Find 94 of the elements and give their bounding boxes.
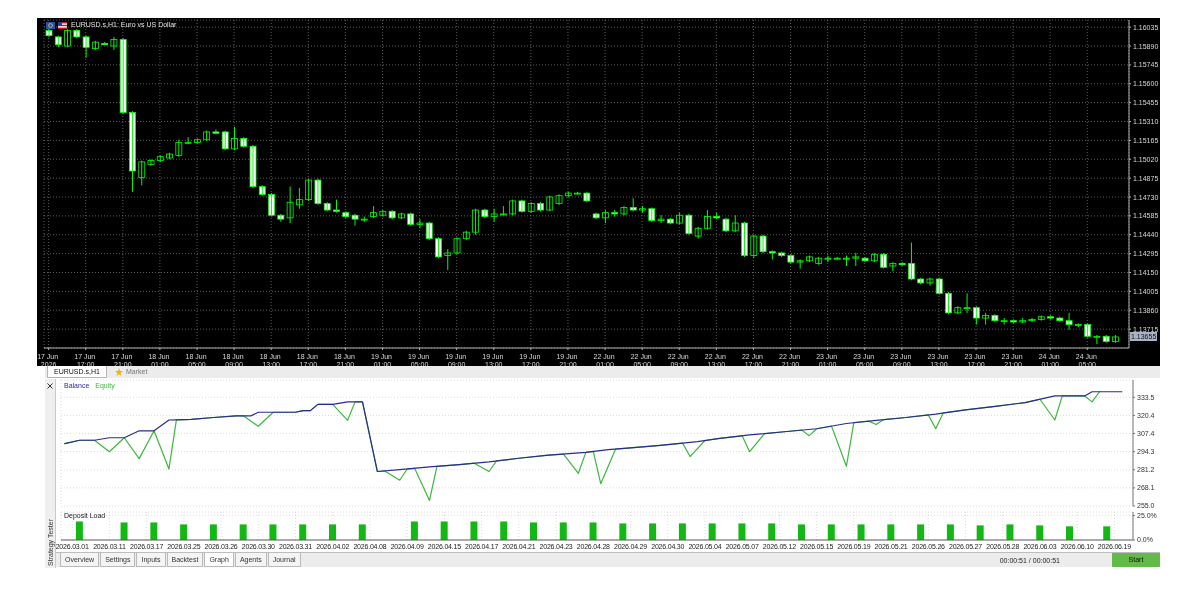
candlestick: [1065, 312, 1073, 331]
candlestick: [796, 258, 804, 270]
candlestick: [1000, 317, 1008, 326]
candlestick: [45, 28, 53, 38]
candlestick: [175, 139, 183, 158]
candlestick: [305, 178, 313, 202]
candlestick: [1112, 334, 1119, 344]
candlestick: [583, 191, 591, 203]
candlestick: [657, 214, 665, 224]
candlestick: [676, 212, 683, 225]
candlestick: [852, 252, 860, 267]
candlestick: [379, 209, 387, 218]
candlestick: [991, 313, 999, 323]
candlestick: [759, 234, 767, 254]
candlestick: [945, 291, 952, 315]
candlestick: [908, 242, 915, 281]
candlestick: [843, 255, 850, 267]
candlestick: [629, 197, 637, 212]
candlestick: [1010, 318, 1017, 324]
candlestick: [258, 184, 266, 197]
candlestick: [500, 205, 507, 216]
candlestick: [212, 128, 220, 136]
candlestick: [268, 192, 275, 218]
candlestick: [54, 35, 62, 48]
candlestick: [509, 199, 517, 216]
candlestick: [91, 40, 99, 51]
candlestick: [333, 199, 340, 214]
candlestick: [110, 36, 118, 51]
candlestick: [778, 251, 786, 258]
candlestick: [138, 160, 146, 186]
candlestick: [360, 216, 368, 223]
candlestick: [1047, 314, 1054, 320]
candlestick: [184, 136, 192, 145]
candlestick: [314, 178, 322, 206]
candlestick: [1102, 334, 1110, 344]
line-series: [64, 391, 1123, 473]
candlestick: [648, 206, 656, 223]
candlestick: [1084, 322, 1092, 339]
candlestick: [203, 130, 211, 142]
candlestick: [602, 209, 609, 224]
candlestick: [156, 154, 164, 163]
candlestick: [323, 201, 331, 212]
candlestick: [954, 305, 962, 315]
candlestick: [741, 221, 748, 258]
candlestick: [768, 249, 776, 260]
candlestick: [935, 277, 943, 296]
candlestick: [824, 255, 832, 263]
candlestick: [620, 205, 628, 216]
candlestick: [351, 213, 359, 227]
candlestick: [963, 292, 971, 314]
candlestick: [221, 130, 229, 151]
candlestick: [1074, 322, 1082, 328]
candlestick: [193, 137, 201, 145]
candlestick: [546, 195, 554, 212]
candlestick: [1093, 334, 1101, 345]
candlestick: [731, 214, 739, 233]
candlestick: [435, 236, 442, 259]
candlestick: [722, 217, 730, 233]
candlestick: [82, 35, 90, 59]
candlestick: [750, 234, 758, 259]
candlestick: [1019, 317, 1027, 324]
candlestick: [425, 221, 433, 241]
candlestick: [231, 126, 238, 151]
candlestick: [880, 252, 888, 270]
candlestick: [147, 158, 155, 167]
candlestick: [704, 209, 711, 231]
candlestick: [295, 187, 303, 210]
candlestick: [611, 209, 619, 218]
candlestick: [453, 236, 461, 255]
candlestick: [1056, 316, 1064, 323]
candlestick: [926, 277, 934, 287]
candlestick: [64, 28, 71, 48]
candlestick: [555, 193, 563, 206]
candlestick: [527, 201, 535, 214]
candlestick: [889, 261, 897, 272]
candlestick: [240, 136, 248, 149]
candlestick: [787, 253, 795, 264]
candlestick: [407, 212, 415, 227]
candlestick: [370, 205, 377, 219]
candlestick: [537, 201, 544, 212]
candlestick: [564, 191, 572, 198]
candlestick: [815, 256, 823, 266]
candlestick: [277, 213, 285, 223]
candlestick: [592, 212, 600, 220]
candlestick: [639, 205, 646, 214]
candlestick: [416, 218, 424, 229]
candlestick: [444, 248, 452, 271]
candlestick: [342, 210, 350, 219]
candlestick: [982, 312, 990, 326]
candlestick: [1037, 314, 1045, 322]
candlestick: [518, 199, 526, 214]
candlestick: [73, 28, 81, 39]
candlestick: [472, 208, 479, 236]
candlestick: [972, 305, 980, 326]
